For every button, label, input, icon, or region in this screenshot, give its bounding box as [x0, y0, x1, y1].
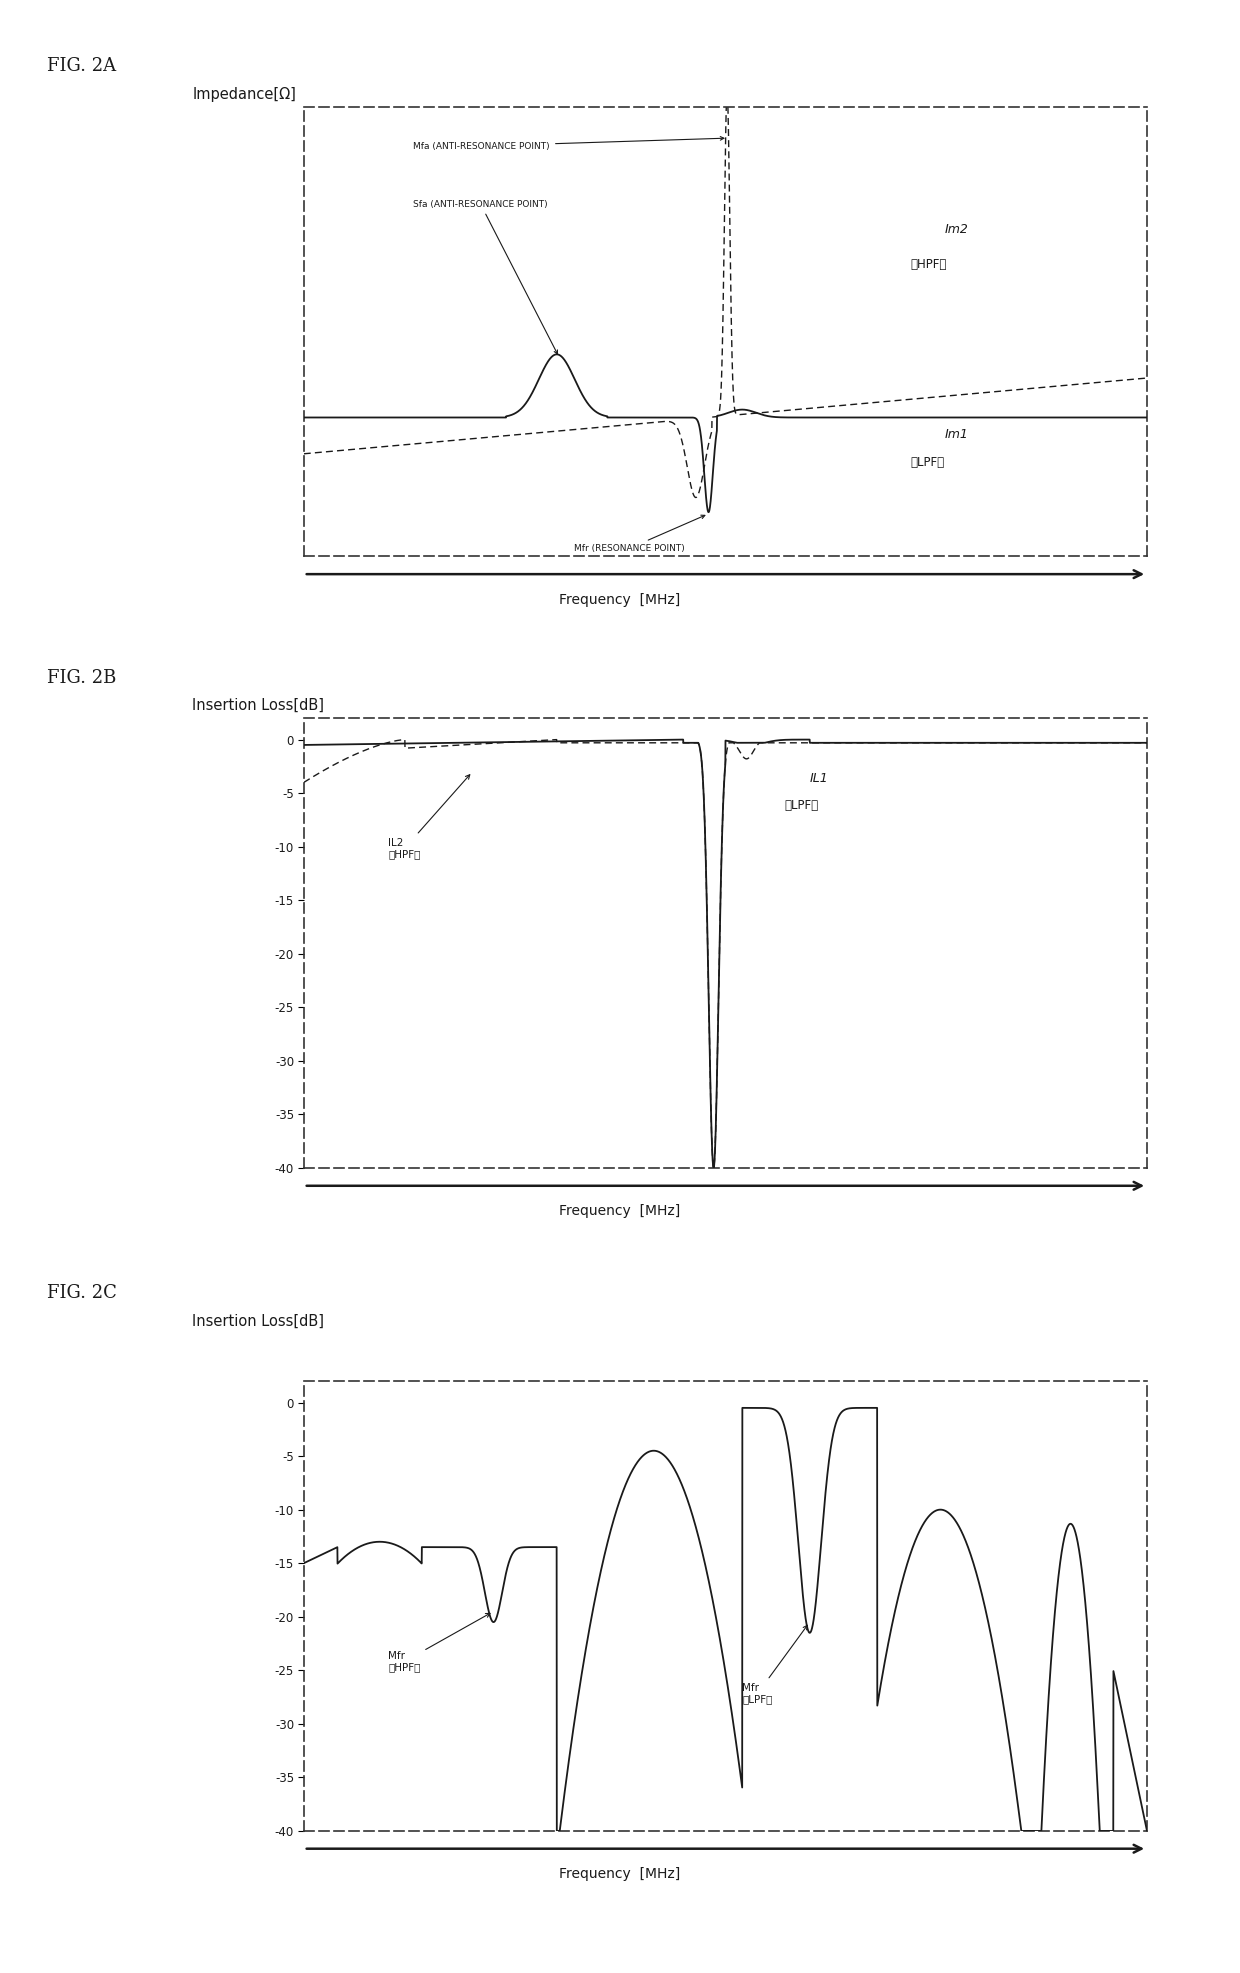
Text: FIG. 2A: FIG. 2A	[47, 57, 117, 75]
Text: Impedance[Ω]: Impedance[Ω]	[192, 87, 296, 103]
Text: IL1: IL1	[810, 773, 828, 785]
Text: Im1: Im1	[945, 428, 968, 442]
Text: Sfa (ANTI-RESONANCE POINT): Sfa (ANTI-RESONANCE POINT)	[413, 199, 558, 353]
Text: Frequency  [MHz]: Frequency [MHz]	[559, 1204, 681, 1219]
Text: （LPF）: （LPF）	[785, 799, 818, 813]
Text: Im2: Im2	[945, 223, 968, 237]
Text: Mfr (RESONANCE POINT): Mfr (RESONANCE POINT)	[574, 515, 704, 552]
Text: Insertion Loss[dB]: Insertion Loss[dB]	[192, 1314, 324, 1330]
Text: （HPF）: （HPF）	[911, 258, 947, 270]
Text: （LPF）: （LPF）	[911, 456, 945, 470]
Text: FIG. 2B: FIG. 2B	[47, 669, 117, 687]
Text: Frequency  [MHz]: Frequency [MHz]	[559, 592, 681, 608]
Text: Mfa (ANTI-RESONANCE POINT): Mfa (ANTI-RESONANCE POINT)	[413, 136, 724, 150]
Text: Mfr
（LPF）: Mfr （LPF）	[743, 1626, 807, 1705]
Text: IL2
（HPF）: IL2 （HPF）	[388, 775, 470, 860]
Text: Mfr
（HPF）: Mfr （HPF）	[388, 1614, 490, 1673]
Text: Frequency  [MHz]: Frequency [MHz]	[559, 1866, 681, 1882]
Text: Insertion Loss[dB]: Insertion Loss[dB]	[192, 698, 324, 714]
Text: FIG. 2C: FIG. 2C	[47, 1284, 117, 1302]
